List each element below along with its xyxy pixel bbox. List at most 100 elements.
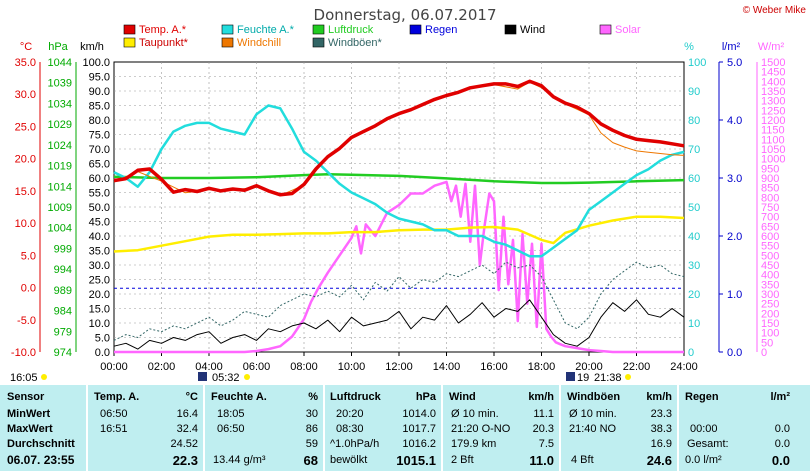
cell-text: 2 Bft	[451, 454, 474, 466]
solar-tick-label: 0	[761, 347, 767, 359]
cell-value: 59	[305, 438, 318, 450]
temp-tick-label: -10.0	[11, 347, 36, 359]
solar-tick-label: 1200	[761, 115, 785, 127]
legend-swatch	[312, 24, 325, 35]
x-tick-label: 10:00	[338, 361, 366, 373]
temp-tick-label: 30.0	[15, 89, 36, 101]
cell-text: 06:50	[217, 423, 245, 435]
solar-tick-label: 300	[761, 289, 779, 301]
header-wind-unit: km/h	[528, 391, 554, 403]
cell-value: 11.1	[533, 408, 554, 420]
pressure-tick-label: 994	[54, 264, 72, 276]
pressure-tick-label: 1009	[48, 202, 72, 214]
solar-tick-label: 1400	[761, 76, 785, 88]
header-rain-unit: l/m²	[770, 391, 790, 403]
solar-tick-label: 1350	[761, 86, 785, 98]
wind-tick-label: 40.0	[89, 231, 110, 243]
temp-tick-label: 35.0	[15, 57, 36, 69]
wind-tick-label: 30.0	[89, 260, 110, 272]
cell-text: 21:40 NO	[569, 423, 617, 435]
cell-value: 1014.0	[402, 408, 436, 420]
cell-value: 24.52	[170, 438, 198, 450]
solar-tick-label: 1150	[761, 125, 785, 137]
humidity-tick-label: 20	[688, 289, 700, 301]
cell-value: 1016.2	[402, 438, 436, 450]
temp-tick-label: 20.0	[15, 154, 36, 166]
solar-tick-label: 50	[761, 337, 773, 349]
legend-swatch	[221, 37, 234, 48]
legend-label: Windböen*	[328, 37, 383, 49]
solar-tick-label: 900	[761, 173, 779, 185]
header-sensor: Sensor	[7, 391, 45, 403]
wind-tick-label: 70.0	[89, 144, 110, 156]
solar-tick-label: 1050	[761, 144, 785, 156]
solar-tick-label: 250	[761, 299, 779, 311]
solar-tick-label: 1000	[761, 154, 785, 166]
header-rain: Regen	[685, 391, 719, 403]
wind-tick-label: 0.0	[95, 347, 110, 359]
solar-tick-label: 1500	[761, 57, 785, 69]
moon-icon	[566, 372, 575, 381]
series-line-taupunkt	[113, 215, 685, 253]
column-separator	[203, 385, 205, 471]
x-tick-label: 18:00	[528, 361, 556, 373]
row-label-current: 06.07. 23:55	[7, 453, 75, 467]
wind-tick-label: 10.0	[89, 318, 110, 330]
temp-tick-label: 15.0	[15, 186, 36, 198]
humidity-tick-label: 100	[688, 57, 706, 69]
pressure-tick-label: 1024	[48, 140, 72, 152]
solar-tick-label: 200	[761, 308, 779, 320]
header-gusts-unit: km/h	[646, 391, 672, 403]
rain-tick-label: 1.0	[727, 289, 742, 301]
x-tick-label: 24:00	[670, 361, 698, 373]
cell-text: bewölkt	[330, 454, 368, 466]
header-temp-unit: °C	[185, 391, 198, 403]
rain-tick-label: 0.0	[727, 347, 742, 359]
column-separator	[323, 385, 325, 471]
moon-label: 19	[577, 372, 589, 384]
wind-tick-label: 25.0	[89, 275, 110, 287]
pressure-tick-label: 1019	[48, 161, 72, 173]
humidity-tick-label: 0	[688, 347, 694, 359]
legend-label: Feuchte A.*	[237, 24, 295, 36]
cell-value: 20.3	[532, 423, 554, 435]
humidity-unit-label: %	[684, 41, 694, 53]
legend-swatch	[123, 24, 136, 35]
header-pressure-unit: hPa	[415, 391, 436, 403]
pressure-tick-label: 989	[54, 285, 72, 297]
legend-label: Temp. A.*	[139, 24, 187, 36]
humidity-tick-label: 40	[688, 231, 700, 243]
column-separator	[441, 385, 443, 471]
current-humidity-value: 68	[303, 453, 318, 468]
wind-tick-label: 80.0	[89, 115, 110, 127]
rain-tick-label: 3.0	[727, 173, 742, 185]
row-label-max: MaxWert	[7, 423, 53, 435]
sunset-time: 21:38	[594, 372, 622, 384]
cell-text: 179.9 km	[451, 438, 497, 450]
series-line-temp-a	[113, 79, 685, 197]
solar-tick-label: 500	[761, 250, 779, 262]
humidity-tick-label: 60	[688, 173, 700, 185]
sun-marker	[41, 374, 47, 380]
series-line-luftdruck	[113, 173, 685, 185]
x-tick-label: 12:00	[385, 361, 413, 373]
legend-label: Regen	[425, 24, 457, 36]
current-wind-value: 11.0	[529, 453, 554, 468]
wind-tick-label: 60.0	[89, 173, 110, 185]
solar-tick-label: 850	[761, 183, 779, 195]
rain-tick-label: 2.0	[727, 231, 742, 243]
temp-tick-label: 0.0	[21, 283, 36, 295]
chart-title: Donnerstag, 06.07.2017	[314, 6, 497, 24]
sunrise-icon	[198, 372, 207, 381]
x-tick-label: 02:00	[148, 361, 176, 373]
solar-tick-label: 1300	[761, 96, 785, 108]
solar-tick-label: 650	[761, 221, 779, 233]
solar-tick-label: 1250	[761, 105, 785, 117]
solar-tick-label: 750	[761, 202, 779, 214]
x-tick-label: 00:00	[100, 361, 128, 373]
pressure-unit-label: hPa	[48, 41, 68, 53]
x-tick-label: 16:00	[480, 361, 508, 373]
wind-tick-label: 45.0	[89, 217, 110, 229]
header-wind: Wind	[449, 391, 476, 403]
cell-value: 1017.7	[402, 423, 436, 435]
